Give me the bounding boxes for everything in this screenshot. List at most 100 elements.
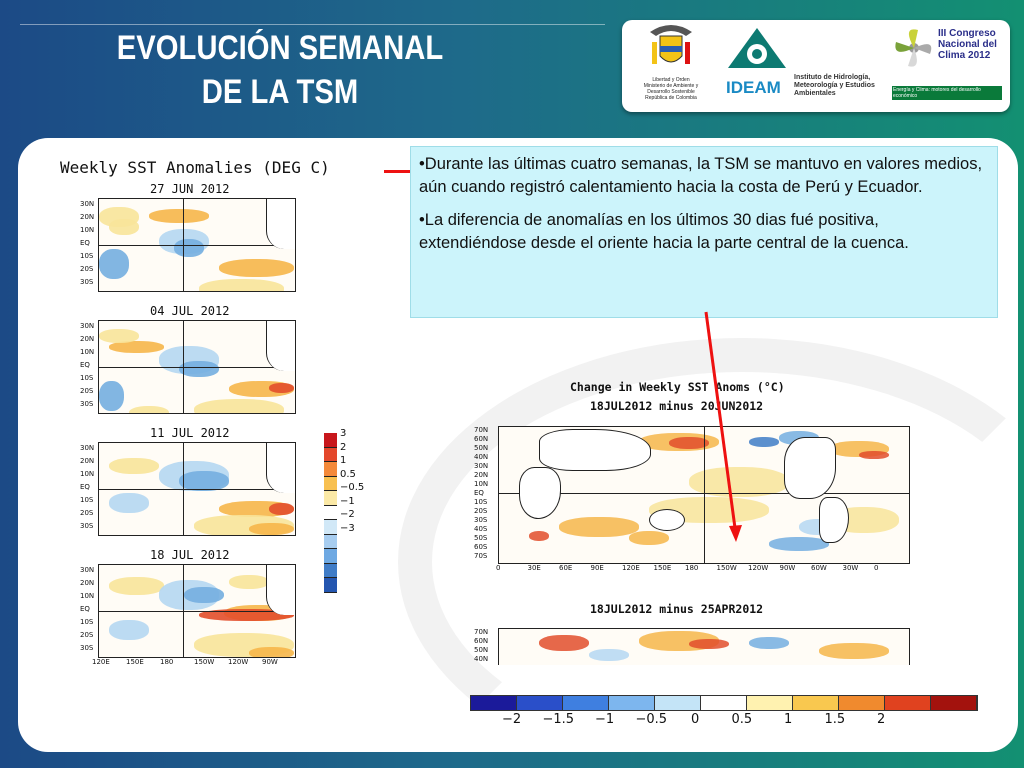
- colorbar-label: −0.5: [635, 712, 668, 727]
- lat-tick-label: 30N: [80, 444, 95, 452]
- legend-label: −2: [340, 509, 355, 520]
- weekly-sst-map: [98, 320, 296, 414]
- page-title: EVOLUCIÓN SEMANAL DE LA TSM: [91, 26, 469, 114]
- lat-tick-label: EQ: [474, 489, 484, 497]
- lat-tick-label: 20S: [80, 631, 94, 639]
- anomaly-patch: [174, 239, 204, 257]
- week-label: 04 JUL 2012: [150, 304, 230, 318]
- equator-line: [99, 367, 295, 368]
- colorbar-swatch: [563, 696, 609, 710]
- lon-tick-label: 0: [874, 564, 879, 572]
- legend-label: 0.5: [340, 468, 356, 480]
- congreso-caption: III Congreso Nacional del Clima 2012: [938, 28, 997, 61]
- change-patch: [859, 451, 889, 459]
- change-colorbar: [470, 695, 978, 711]
- lat-tick-label: 20S: [474, 507, 488, 515]
- colorbar-swatch: [517, 696, 563, 710]
- ministry-caption: Libertad y Orden Ministerio de Ambiente …: [643, 77, 699, 101]
- week-label: 18 JUL 2012: [150, 548, 230, 562]
- lat-tick-label: 20N: [474, 471, 489, 479]
- land-south-america: [819, 497, 849, 543]
- land-americas: [266, 565, 295, 615]
- anomaly-patch: [269, 503, 294, 515]
- legend-swatch: [324, 578, 337, 593]
- legend-swatch: [324, 549, 337, 564]
- lat-tick-label: 20N: [80, 579, 95, 587]
- colorbar-label: 1: [784, 712, 793, 727]
- lon-tick-label: 90E: [590, 564, 604, 572]
- lon-tick-label: 150W: [194, 658, 215, 666]
- legend-label: 1: [340, 455, 347, 466]
- lat-tick-label: 10S: [80, 374, 94, 382]
- lat-tick-label: 40N: [474, 453, 489, 461]
- annotation-marker: [384, 170, 412, 173]
- lon-tick-label: 0: [496, 564, 501, 572]
- lat-tick-label: 20S: [80, 265, 94, 273]
- colorbar-swatch: [471, 696, 517, 710]
- lon-tick-label: 180: [160, 658, 174, 666]
- lat-tick-label: 10S: [474, 498, 488, 506]
- equator-line: [99, 611, 295, 612]
- left-figure-title: Weekly SST Anomalies (DEG C): [60, 158, 330, 177]
- title-line-1: EVOLUCIÓN SEMANAL: [116, 29, 444, 67]
- colorbar-swatch: [931, 696, 977, 710]
- anomaly-patch: [99, 249, 129, 279]
- equator-line: [99, 245, 295, 246]
- content-panel: Weekly SST Anomalies (DEG C) 3 2 1 0.5 −0.5 −…: [18, 138, 1018, 752]
- anomaly-patch: [229, 575, 269, 589]
- colorbar-swatch: [701, 696, 747, 710]
- lat-tick-label: 10N: [80, 592, 95, 600]
- anomaly-patch: [109, 577, 164, 595]
- change-patch: [559, 517, 639, 537]
- change-patch: [669, 437, 709, 449]
- lon-tick-label: 120E: [622, 564, 640, 572]
- colorbar-label: 1.5: [824, 712, 846, 727]
- anomaly-patch: [109, 341, 164, 353]
- week-label: 27 JUN 2012: [150, 182, 230, 196]
- lon-tick-label: 90W: [262, 658, 278, 666]
- lon-tick-label: 120E: [92, 658, 110, 666]
- lat-tick-label: 60N: [474, 435, 489, 443]
- anomaly-patch: [269, 383, 294, 393]
- change-patch: [689, 639, 729, 649]
- lat-tick-label: 60N: [474, 637, 489, 645]
- change-patch: [539, 635, 589, 651]
- lat-tick-label: 50N: [474, 646, 489, 654]
- legend-label: −3: [340, 522, 355, 534]
- legend-swatch: [324, 433, 337, 448]
- change-patch: [819, 643, 889, 659]
- colombia-ministry-logo: Libertad y Orden Ministerio de Ambiente …: [642, 22, 700, 108]
- lat-tick-label: EQ: [80, 361, 90, 369]
- legend-swatch: [324, 476, 337, 491]
- lat-tick-label: 30S: [80, 644, 94, 652]
- anomaly-patch: [239, 291, 294, 292]
- legend-swatch: [324, 534, 337, 549]
- lat-tick-label: 50N: [474, 444, 489, 452]
- land-americas: [784, 437, 836, 499]
- anomaly-patch: [179, 471, 229, 491]
- lat-tick-label: 40N: [474, 655, 489, 663]
- anomaly-patch: [109, 493, 149, 513]
- land-americas: [266, 321, 295, 371]
- lat-tick-label: 10S: [80, 496, 94, 504]
- lat-tick-label: 10N: [80, 348, 95, 356]
- anomaly-patch: [184, 587, 224, 603]
- colorbar-label: −1: [595, 712, 615, 727]
- notes-box: •Durante las últimas cuatro semanas, la …: [410, 146, 998, 318]
- land-eurasia: [539, 429, 651, 471]
- land-americas: [266, 199, 295, 249]
- lat-tick-label: 30S: [474, 516, 488, 524]
- lat-tick-label: 40S: [474, 525, 488, 533]
- week-label: 11 JUL 2012: [150, 426, 230, 440]
- legend-label: 2: [340, 441, 347, 453]
- congreso-tagline: Energía y Clima: motores del desarrollo …: [892, 86, 1002, 100]
- legend-swatch: [324, 505, 337, 520]
- pinwheel-icon: [895, 29, 932, 67]
- note-bullet-2: •La diferencia de anomalías en los últim…: [419, 211, 909, 252]
- ideam-wordmark: IDEAM: [726, 78, 781, 97]
- legend-label: −0.5: [340, 482, 365, 493]
- change-patch: [769, 537, 829, 551]
- colorbar-swatch: [655, 696, 701, 710]
- lat-tick-label: 10S: [80, 618, 94, 626]
- colorbar-label: 0: [691, 712, 700, 727]
